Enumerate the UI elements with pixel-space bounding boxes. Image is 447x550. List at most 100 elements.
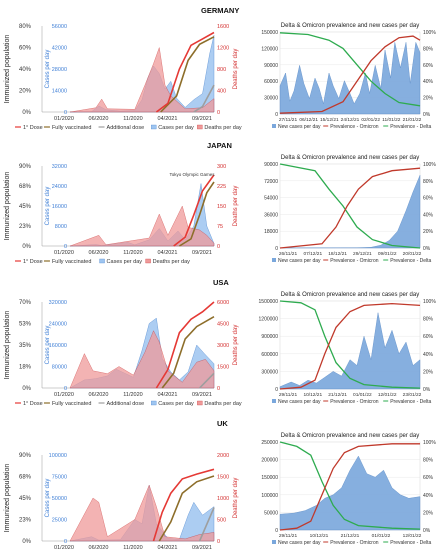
legend-label: Prevalence - Omicron bbox=[330, 124, 379, 130]
y-tick-label: 90000 bbox=[264, 63, 278, 69]
legend-swatch bbox=[151, 400, 157, 406]
legend-label: New cases per day bbox=[278, 124, 321, 130]
x-tick-label: 11/01/22 bbox=[382, 117, 401, 123]
y3-tick-label: 3000 bbox=[217, 343, 229, 349]
y-tick-label: 45% bbox=[19, 496, 32, 502]
y2-tick-label: 56000 bbox=[52, 24, 67, 30]
first-dose-line bbox=[173, 174, 215, 247]
y2-tick-label: 60% bbox=[423, 475, 434, 481]
y2-tick-label: 100000 bbox=[49, 453, 67, 459]
y2-axis-label: Cases per day bbox=[45, 187, 51, 226]
fully-vaccinated-line bbox=[158, 475, 215, 542]
prevalence-chart-uk: 0 50000 100000 150000 200000 250000 0% 20% 40% 60… bbox=[261, 433, 436, 546]
y-tick-label: 120000 bbox=[261, 46, 278, 52]
y2-tick-label: 100% bbox=[423, 299, 436, 305]
y2-tick-label: 24000 bbox=[52, 184, 67, 190]
y-tick-label: 250000 bbox=[261, 440, 278, 446]
y2-axis-label: Cases per day bbox=[45, 326, 51, 365]
y3-tick-label: 1600 bbox=[217, 24, 229, 30]
x-tick-label: 12/01/22 bbox=[403, 533, 422, 539]
new-cases-area bbox=[279, 175, 421, 249]
first-dose-line bbox=[155, 301, 215, 389]
y2-tick-label: 80% bbox=[423, 458, 434, 464]
x-tick-label: 01/01/22 bbox=[372, 533, 391, 539]
y2-tick-label: 60% bbox=[423, 63, 434, 69]
legend-label: 1° Dose bbox=[23, 259, 43, 265]
new-cases-area bbox=[279, 41, 421, 115]
y2-tick-label: 20% bbox=[423, 229, 434, 235]
x-tick-label: 23/01/22 bbox=[403, 392, 422, 398]
y3-axis-label: Deaths per day bbox=[233, 186, 239, 227]
y3-tick-label: 4500 bbox=[217, 322, 229, 328]
x-tick-label: 06/2020 bbox=[89, 392, 109, 398]
y3-tick-label: 6000 bbox=[217, 300, 229, 306]
x-tick-label: 21/12/21 bbox=[341, 533, 360, 539]
x-tick-label: 01/2020 bbox=[54, 250, 74, 256]
x-tick-label: 12/01/22 bbox=[378, 392, 397, 398]
x-tick-label: 21/12/21 bbox=[328, 392, 347, 398]
y-tick-label: 0% bbox=[22, 539, 31, 545]
y-tick-label: 30000 bbox=[264, 96, 278, 102]
deaths-per-day-area bbox=[69, 330, 215, 389]
x-tick-label: 21/01/22 bbox=[403, 117, 422, 123]
chart-title: Delta & Omicron prevalence and new cases… bbox=[281, 23, 419, 29]
x-tick-label: 18/12/21 bbox=[328, 251, 347, 257]
y2-axis-label: Cases per day bbox=[45, 50, 51, 89]
y2-tick-label: 0 bbox=[64, 244, 67, 250]
y3-tick-label: 0 bbox=[217, 244, 220, 250]
legend-label: Prevalence - Delta bbox=[390, 124, 431, 130]
x-tick-label: 10/12/21 bbox=[310, 533, 329, 539]
country-title-uk: UK bbox=[217, 419, 228, 428]
y2-tick-label: 16000 bbox=[52, 204, 67, 210]
annotation-label: Tokyo Olympic Games bbox=[169, 172, 215, 177]
country-title-usa: USA bbox=[213, 278, 229, 287]
legend-swatch bbox=[151, 124, 157, 130]
y-axis-label: Immunized population bbox=[4, 35, 11, 104]
legend-label: Prevalence - Delta bbox=[390, 399, 431, 405]
y-tick-label: 60% bbox=[19, 46, 32, 52]
vaccination-chart-usa: 0%18%35%53%70%08000016000024000032000001… bbox=[4, 300, 242, 407]
legend-swatch bbox=[272, 124, 276, 128]
y-tick-label: 0 bbox=[275, 387, 278, 393]
x-tick-label: 09/01/22 bbox=[378, 251, 397, 257]
prevalence-chart-japan: 0 18000 36000 54000 72000 90000 0% 20% 40% 60% 80%… bbox=[264, 155, 436, 264]
y-tick-label: 0% bbox=[22, 386, 31, 392]
legend-swatch bbox=[272, 258, 276, 262]
x-tick-label: 29/11/21 bbox=[279, 533, 298, 539]
first-dose-line bbox=[152, 468, 215, 542]
y-tick-label: 70% bbox=[19, 300, 32, 306]
y2-tick-label: 28000 bbox=[52, 67, 67, 73]
delta-prevalence-line bbox=[279, 300, 421, 389]
legend-label: 1° Dose bbox=[23, 401, 43, 407]
y-tick-label: 80% bbox=[19, 24, 32, 30]
x-tick-label: 09/2021 bbox=[192, 545, 212, 550]
prevalence-chart-usa: 0 300000 600000 900000 1200000 1500000 0% 20% 40… bbox=[259, 292, 437, 405]
y-tick-label: 0% bbox=[22, 110, 31, 116]
y2-tick-label: 32000 bbox=[52, 164, 67, 170]
y-tick-label: 90% bbox=[19, 164, 32, 170]
x-tick-label: 01/2020 bbox=[54, 392, 74, 398]
legend-label: Prevalence - Omicron bbox=[330, 540, 379, 546]
y3-tick-label: 0 bbox=[217, 386, 220, 392]
x-tick-label: 09/2021 bbox=[192, 392, 212, 398]
y-tick-label: 53% bbox=[19, 322, 32, 328]
vaccination-chart-germany: 0% 20% 40% 60% 80% 0 14000 28000 42000 56000 0 400 8… bbox=[4, 24, 242, 131]
y3-tick-label: 1200 bbox=[217, 46, 229, 52]
y2-tick-label: 320000 bbox=[49, 300, 67, 306]
y3-axis-label: Deaths per day bbox=[233, 478, 239, 519]
y-tick-label: 300000 bbox=[261, 369, 278, 375]
x-tick-label: 27/11/21 bbox=[279, 117, 298, 123]
y2-tick-label: 0% bbox=[423, 387, 431, 393]
new-cases-area bbox=[279, 455, 421, 531]
legend-label: Cases per day bbox=[158, 125, 194, 131]
y3-axis-label: Deaths per day bbox=[233, 325, 239, 366]
x-tick-label: 10/12/21 bbox=[303, 392, 322, 398]
x-tick-label: 11/2020 bbox=[123, 545, 142, 550]
x-tick-label: 07/12/21 bbox=[303, 251, 322, 257]
y2-tick-label: 80% bbox=[423, 317, 434, 323]
y-tick-label: 0 bbox=[275, 112, 278, 118]
x-tick-label: 15/12/21 bbox=[320, 117, 339, 123]
y-tick-label: 900000 bbox=[261, 334, 278, 340]
y2-tick-label: 0% bbox=[423, 112, 431, 118]
y2-tick-label: 240000 bbox=[49, 322, 67, 328]
